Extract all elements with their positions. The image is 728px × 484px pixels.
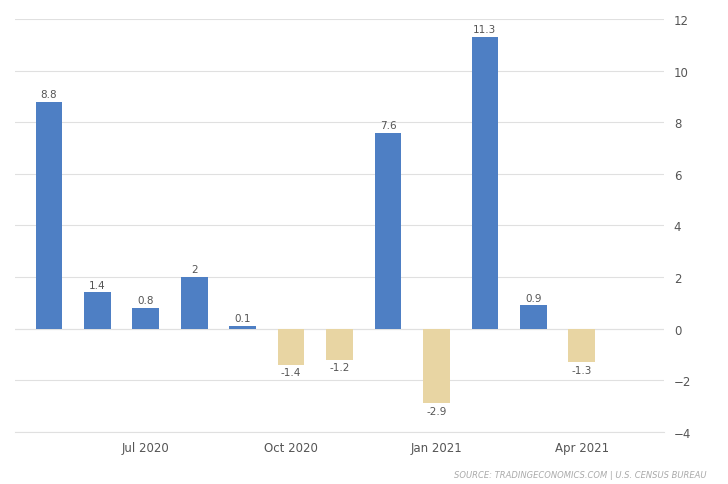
Bar [520,306,547,329]
Bar [375,133,401,329]
Text: -2.9: -2.9 [426,406,446,416]
Bar [181,277,207,329]
Bar [278,329,304,365]
Text: 0.9: 0.9 [525,293,542,303]
Bar [472,38,498,329]
Text: SOURCE: TRADINGECONOMICS.COM | U.S. CENSUS BUREAU: SOURCE: TRADINGECONOMICS.COM | U.S. CENS… [454,470,706,479]
Bar [326,329,353,360]
Text: 1.4: 1.4 [89,280,106,290]
Bar [229,326,256,329]
Text: 0.8: 0.8 [138,296,154,306]
Text: 7.6: 7.6 [380,121,396,131]
Text: 2: 2 [191,265,197,275]
Bar [84,293,111,329]
Bar [132,308,159,329]
Text: -1.2: -1.2 [329,363,349,372]
Text: 8.8: 8.8 [41,90,58,100]
Text: -1.3: -1.3 [571,365,592,375]
Bar [36,102,62,329]
Text: 11.3: 11.3 [473,26,496,35]
Text: -1.4: -1.4 [281,367,301,378]
Bar [569,329,595,363]
Bar [423,329,450,404]
Text: 0.1: 0.1 [234,314,251,324]
